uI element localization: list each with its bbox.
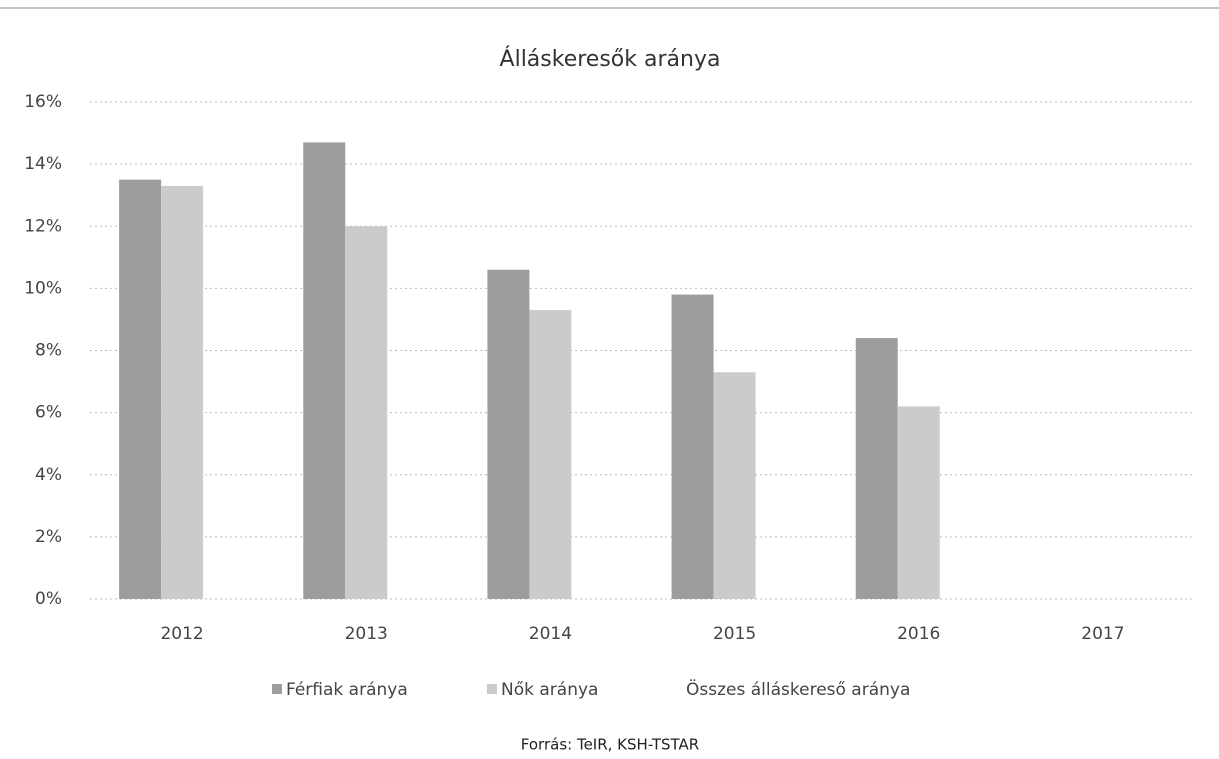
- y-tick-label: 6%: [35, 403, 62, 423]
- y-tick-label: 2%: [35, 527, 62, 547]
- x-tick-label: 2016: [897, 624, 940, 644]
- bar: [713, 372, 756, 599]
- legend-label: Férfiak aránya: [286, 680, 408, 700]
- bar: [855, 338, 898, 599]
- legend-swatch: [672, 684, 682, 694]
- bar: [897, 406, 940, 599]
- legend-swatch: [272, 684, 282, 694]
- y-tick-label: 4%: [35, 465, 62, 485]
- bar: [119, 179, 162, 599]
- bar: [161, 185, 204, 599]
- chart-title: Álláskeresők aránya: [500, 46, 721, 72]
- bar: [487, 269, 530, 599]
- x-tick-label: 2012: [160, 624, 203, 644]
- y-tick-label: 10%: [24, 278, 62, 298]
- x-tick-label: 2015: [713, 624, 756, 644]
- y-tick-label: 0%: [35, 589, 62, 609]
- x-tick-label: 2017: [1081, 624, 1124, 644]
- y-tick-label: 16%: [24, 92, 62, 112]
- bar: [671, 294, 714, 599]
- y-tick-label: 8%: [35, 341, 62, 361]
- source-note: Forrás: TeIR, KSH-TSTAR: [521, 736, 699, 754]
- bar: [529, 310, 572, 599]
- bar: [345, 226, 388, 599]
- legend-label: Nők aránya: [501, 680, 598, 700]
- bar: [303, 142, 346, 599]
- x-tick-label: 2014: [529, 624, 572, 644]
- legend-swatch: [487, 684, 497, 694]
- y-tick-label: 12%: [24, 216, 62, 236]
- legend-label: Összes álláskereső aránya: [686, 678, 910, 700]
- y-tick-label: 14%: [24, 154, 62, 174]
- x-tick-label: 2013: [345, 624, 388, 644]
